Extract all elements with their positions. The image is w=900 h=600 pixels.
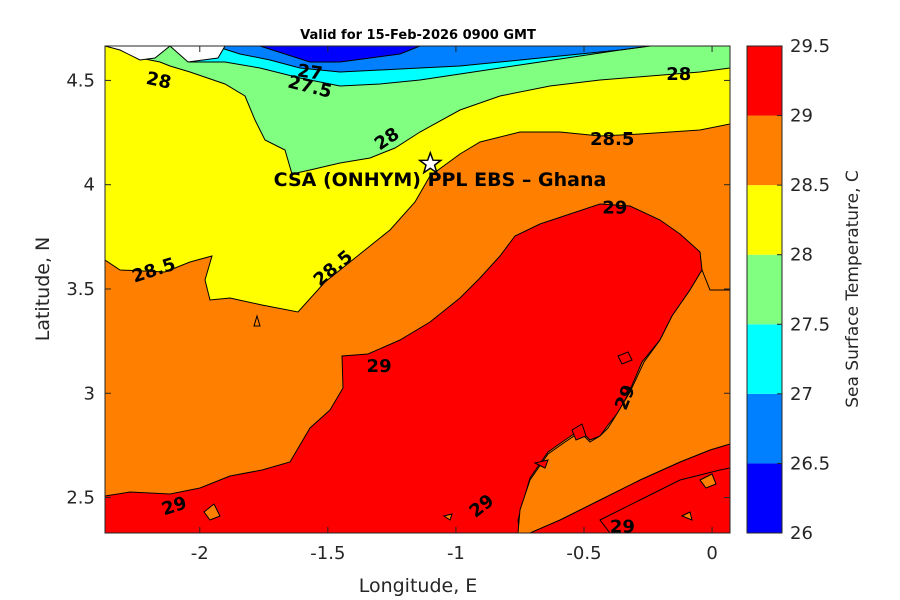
band-27p5-28 (105, 46, 730, 175)
colorbar-swatch (747, 115, 782, 186)
colorbar-frame (746, 45, 783, 534)
y-tick-label: 4 (84, 175, 95, 196)
colorbar-swatch (747, 46, 782, 116)
plot-area (105, 46, 730, 533)
y-axis: 2.5 3 3.5 4 4.5 (66, 70, 730, 509)
contour-label: 28 (144, 68, 173, 94)
contour-label: 28.5 (590, 129, 634, 150)
red-island-1 (617, 351, 633, 365)
contour-label: 28 (666, 64, 691, 85)
orange-island-2 (699, 473, 717, 489)
colorbar-tick-label: 27.5 (790, 314, 830, 335)
y-tick-label: 2.5 (66, 488, 95, 509)
x-tick-label: -0.5 (566, 543, 601, 564)
contour-label: 29 (367, 356, 392, 377)
red-island-2 (533, 459, 549, 469)
x-axis: -2 -1.5 -1 -0.5 0 (191, 46, 718, 564)
orange-island-4 (442, 513, 453, 521)
y-tick-label: 3.5 (66, 279, 95, 300)
contour-label: 29 (610, 517, 635, 538)
y-tick-label: 4.5 (66, 70, 95, 91)
orange-island-1 (203, 503, 221, 521)
colorbar-swatch (747, 254, 782, 325)
orange-island-3 (680, 511, 693, 521)
band-26-26p5 (259, 46, 421, 63)
y-tick-label: 3 (84, 383, 95, 404)
contour-label: 29 (602, 198, 627, 219)
colorbar-tick-label: 28.5 (790, 175, 830, 196)
colorbar-swatch (747, 185, 782, 255)
x-tick-label: -1 (447, 543, 465, 564)
colorbar-swatch (747, 463, 782, 533)
colorbar-tick-label: 27 (790, 384, 813, 405)
star-icon (417, 150, 443, 175)
colorbar-tick-label: 29 (790, 106, 813, 127)
x-tick-label: -1.5 (310, 543, 345, 564)
red-island-3 (571, 423, 587, 441)
colorbar-tick-label: 26 (790, 523, 813, 544)
colorbar-tick-label: 28 (790, 245, 813, 266)
x-tick-label: 0 (706, 543, 717, 564)
colorbar-tick-label: 26.5 (790, 453, 830, 474)
colorbar-tick-label: 29.5 (790, 36, 830, 57)
colorbar-swatch (747, 324, 782, 394)
colorbar: 26 26.5 27 27.5 28 28.5 29 29.5 (746, 36, 830, 544)
x-tick-label: -2 (191, 543, 209, 564)
orange-sliver (253, 314, 261, 327)
site-marker: CSA (ONHYM) PPL EBS – Ghana (274, 150, 607, 191)
plot-frame (104, 45, 731, 534)
red-patch-br (599, 467, 730, 533)
band-orange-tongue (517, 268, 730, 533)
missing-wedge (105, 46, 226, 63)
colorbar-swatch (747, 393, 782, 464)
contour-label: 27 (296, 60, 324, 84)
y-axis-title: Latitude, N (32, 237, 54, 342)
site-label: CSA (ONHYM) PPL EBS – Ghana (274, 169, 607, 191)
x-axis-title: Longitude, E (359, 575, 478, 597)
colorbar-title: Sea Surface Temperature, C (843, 170, 863, 408)
map-title: Valid for 15-Feb-2026 0900 GMT (300, 28, 536, 43)
